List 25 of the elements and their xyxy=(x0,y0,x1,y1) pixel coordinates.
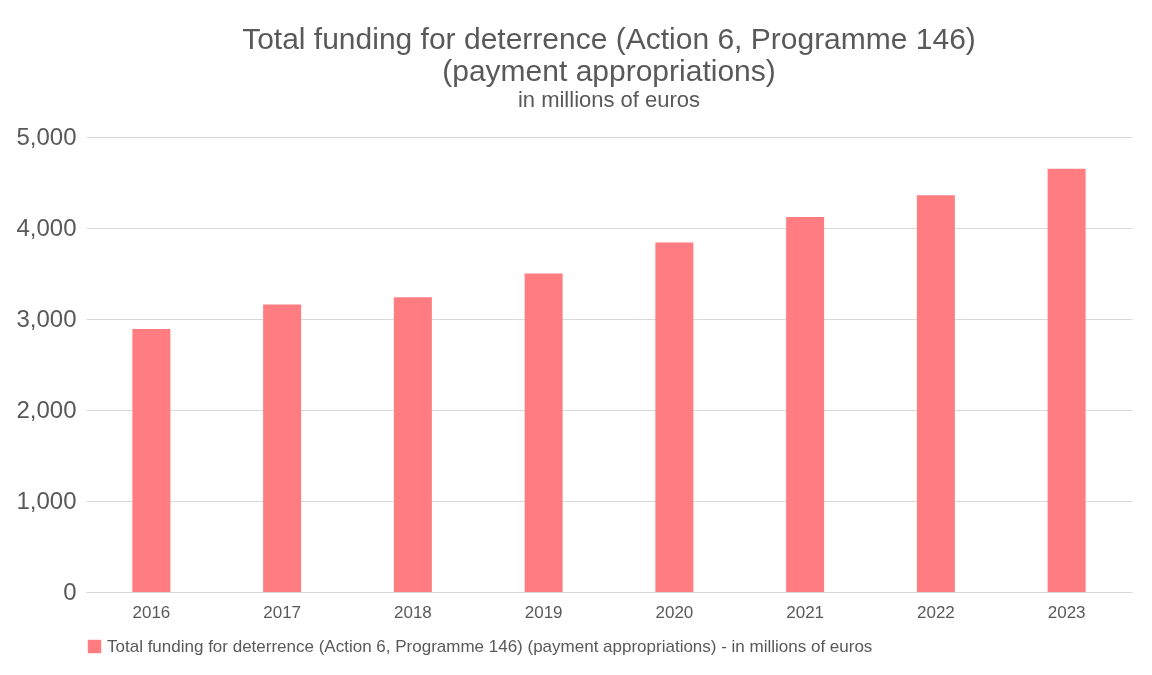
x-tick-label: 2020 xyxy=(655,602,694,622)
y-tick-label: 4,000 xyxy=(16,213,77,241)
bar xyxy=(263,304,302,592)
bar xyxy=(524,273,563,592)
bar xyxy=(1047,168,1086,592)
bar xyxy=(132,329,171,592)
y-tick-label: 0 xyxy=(63,577,77,605)
y-tick-label: 1,000 xyxy=(16,486,77,514)
x-tick-label: 2019 xyxy=(524,602,563,622)
chart-subtitle: in millions of euros xyxy=(517,87,701,112)
x-tick-label: 2017 xyxy=(263,602,302,622)
y-tick-label: 2,000 xyxy=(16,395,77,423)
bar xyxy=(393,297,432,592)
x-tick-label: 2023 xyxy=(1047,602,1086,622)
x-tick-label: 2022 xyxy=(916,602,955,622)
y-tick-label: 5,000 xyxy=(16,122,77,150)
x-tick-label: 2016 xyxy=(132,602,171,622)
bar xyxy=(916,195,955,592)
legend-label: Total funding for deterrence (Action 6, Programme 146) (payment appropriations) - in millions of euros xyxy=(107,636,873,656)
bar xyxy=(786,217,825,592)
x-tick-label: 2021 xyxy=(786,602,825,622)
bar xyxy=(655,242,694,592)
chart-title: Total funding for deterrence (Action 6, Programme 146) (payment appropriations) xyxy=(242,22,976,87)
x-tick-label: 2018 xyxy=(393,602,432,622)
y-tick-label: 3,000 xyxy=(16,304,77,332)
